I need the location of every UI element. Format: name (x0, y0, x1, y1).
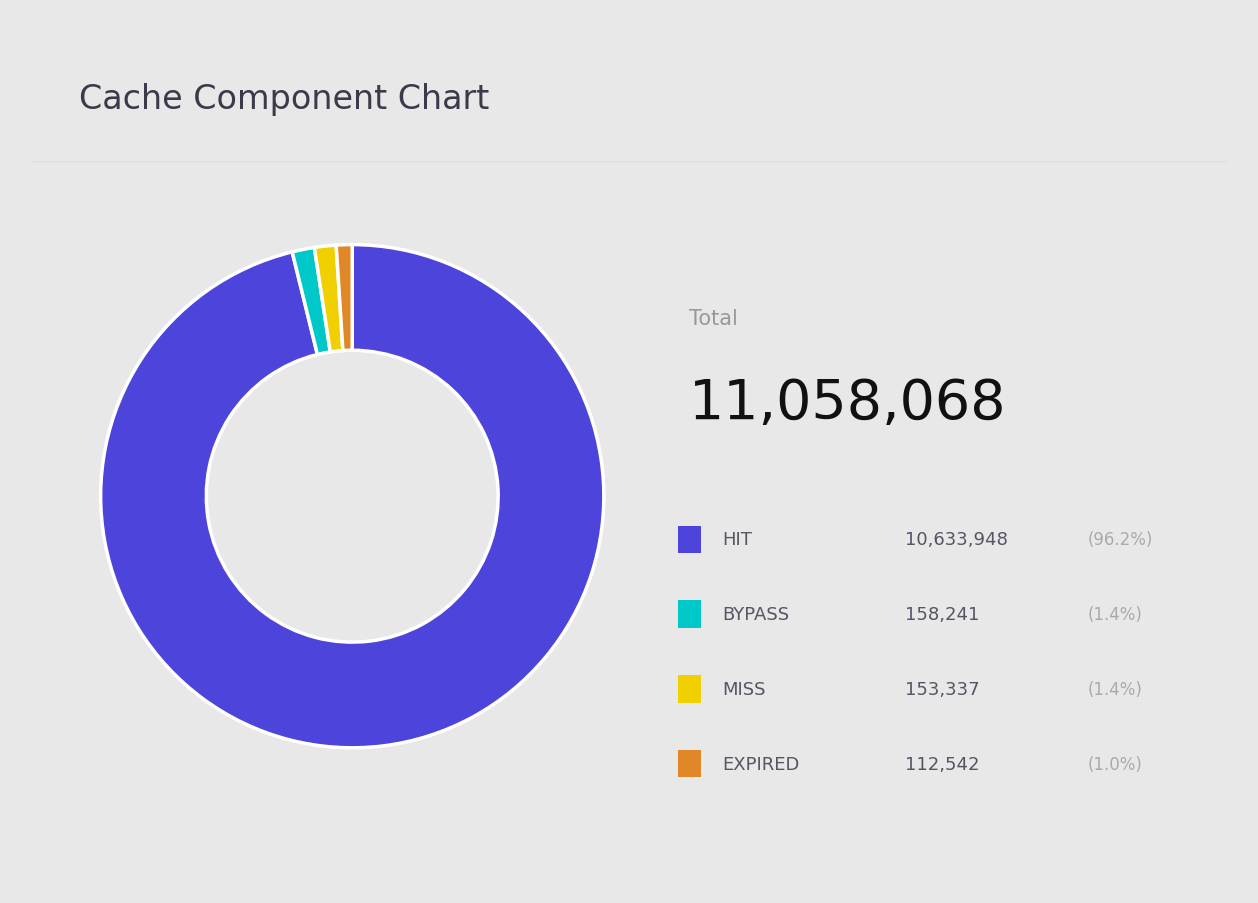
Text: BYPASS: BYPASS (722, 605, 789, 623)
Wedge shape (336, 246, 352, 351)
Wedge shape (292, 248, 331, 355)
Text: Total: Total (689, 309, 737, 329)
Wedge shape (314, 246, 343, 352)
Text: 112,542: 112,542 (905, 755, 979, 773)
FancyBboxPatch shape (678, 675, 701, 703)
Text: (1.4%): (1.4%) (1087, 680, 1142, 698)
Wedge shape (101, 246, 604, 748)
Text: (1.0%): (1.0%) (1087, 755, 1142, 773)
Text: HIT: HIT (722, 531, 752, 549)
FancyBboxPatch shape (678, 750, 701, 777)
Text: MISS: MISS (722, 680, 766, 698)
FancyBboxPatch shape (678, 526, 701, 554)
Text: 10,633,948: 10,633,948 (905, 531, 1008, 549)
Text: EXPIRED: EXPIRED (722, 755, 800, 773)
Text: (96.2%): (96.2%) (1087, 531, 1152, 549)
Text: 153,337: 153,337 (905, 680, 980, 698)
Text: 11,058,068: 11,058,068 (689, 377, 1006, 430)
Text: (1.4%): (1.4%) (1087, 605, 1142, 623)
Text: Cache Component Chart: Cache Component Chart (79, 83, 489, 116)
FancyBboxPatch shape (678, 600, 701, 628)
Text: 158,241: 158,241 (905, 605, 979, 623)
